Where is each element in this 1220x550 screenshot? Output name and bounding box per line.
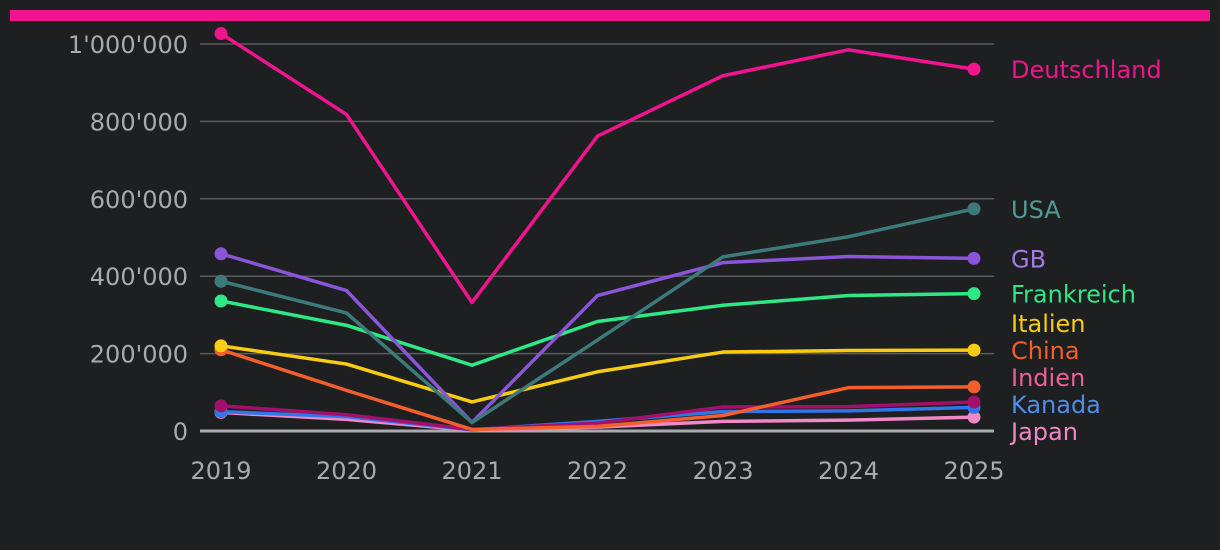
end-point — [967, 380, 981, 394]
series-label-frankreich: Frankreich — [1011, 281, 1136, 309]
series-usa — [214, 202, 981, 425]
end-point — [967, 395, 981, 409]
end-point — [967, 202, 981, 216]
series-indien — [214, 395, 981, 432]
series-label-usa: USA — [1011, 196, 1061, 224]
start-point — [214, 247, 228, 261]
series-label-kanada: Kanada — [1011, 391, 1101, 419]
series-line — [220, 348, 975, 432]
series-label-china: China — [1011, 337, 1080, 365]
x-tick-label: 2019 — [190, 457, 251, 485]
series-labels: Deutschland USA GB FrankreichItalienChinaIn… — [1009, 56, 1162, 446]
series-label-indien: Indien — [1011, 364, 1085, 392]
x-tick-label: 2021 — [441, 457, 502, 485]
grid-lines — [200, 43, 994, 433]
y-tick-label: 600'000 — [90, 186, 188, 214]
y-axis-ticks: 0 200'000 400'000 600'000 800'000 1'000'000 — [68, 31, 188, 446]
series-line — [220, 252, 975, 425]
x-tick-label: 2020 — [316, 457, 377, 485]
x-axis-ticks: 2019 2020 2021 2022 2023 2024 2025 — [190, 457, 1004, 485]
end-point — [967, 287, 981, 301]
series-lines — [214, 27, 981, 432]
start-point — [214, 339, 228, 353]
series-line — [220, 405, 975, 432]
x-tick-label: 2024 — [818, 457, 879, 485]
y-tick-label: 400'000 — [90, 263, 188, 291]
series-label-deutschland: Deutschland — [1011, 56, 1162, 84]
series-label-gb: GB — [1011, 245, 1046, 273]
series-line — [220, 291, 975, 367]
end-point — [967, 343, 981, 357]
series-line — [220, 344, 975, 404]
accent-bar — [10, 10, 1210, 21]
series-line — [220, 32, 975, 305]
series-line — [220, 400, 975, 432]
end-point — [967, 62, 981, 76]
series-label-japan: Japan — [1009, 418, 1078, 446]
series-label-italien: Italien — [1011, 310, 1086, 338]
x-tick-label: 2025 — [943, 457, 1004, 485]
series-italien — [214, 339, 981, 404]
series-gb — [214, 247, 981, 425]
end-point — [967, 410, 981, 424]
x-tick-label: 2022 — [567, 457, 628, 485]
x-tick-label: 2023 — [692, 457, 753, 485]
y-tick-label: 200'000 — [90, 341, 188, 369]
y-tick-label: 800'000 — [90, 108, 188, 136]
start-point — [214, 399, 228, 413]
series-line — [220, 207, 975, 425]
end-point — [967, 251, 981, 265]
series-frankreich — [214, 287, 981, 367]
start-point — [214, 294, 228, 308]
start-point — [214, 27, 228, 41]
start-point — [214, 274, 228, 288]
series-deutschland — [214, 27, 981, 305]
y-tick-label: 1'000'000 — [68, 31, 188, 59]
y-tick-label: 0 — [173, 418, 188, 446]
